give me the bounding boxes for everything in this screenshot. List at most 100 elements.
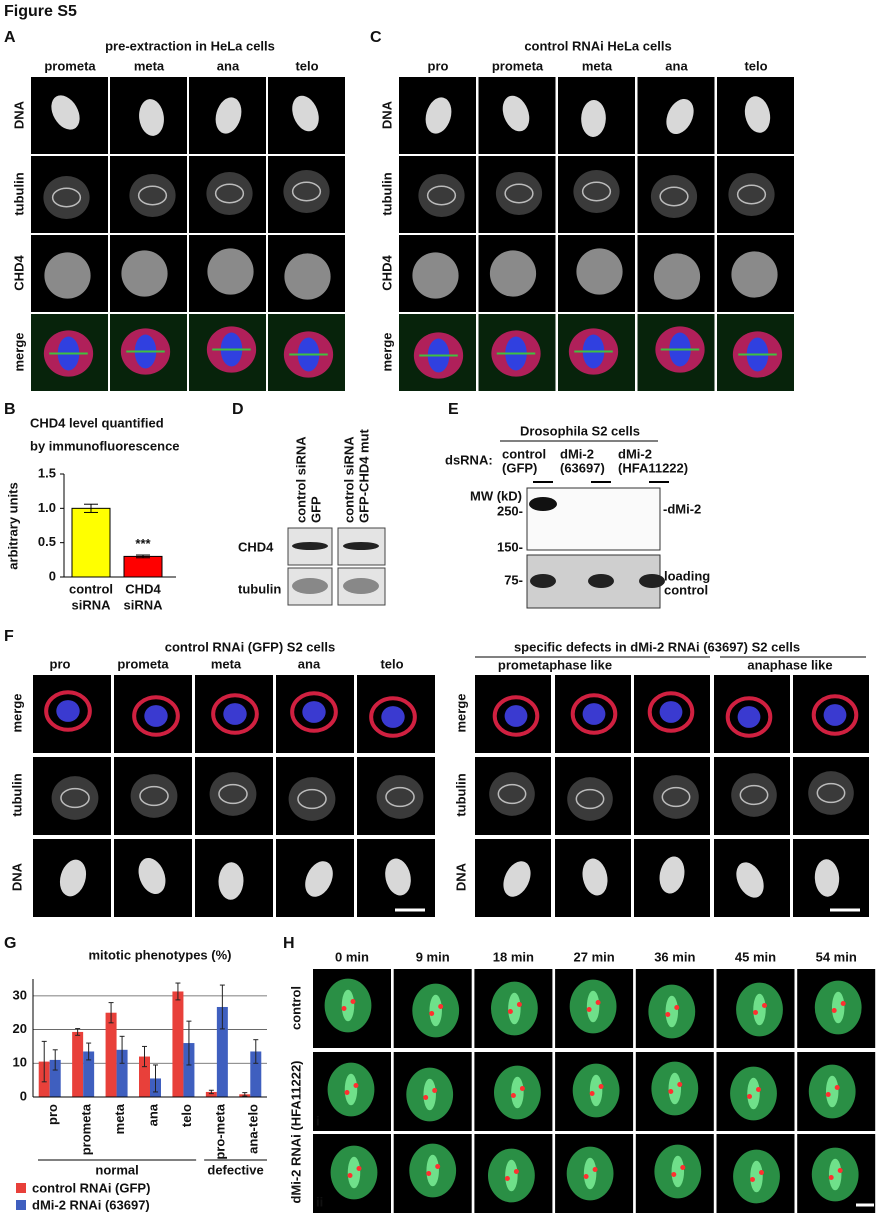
bar [71,507,111,578]
blot-band [343,542,379,550]
cell-signal [211,693,259,735]
row-label: merge [453,693,468,732]
cell-signal [137,185,168,206]
cell-signal [423,1095,429,1100]
blot-band [529,497,557,511]
legend-swatch [16,1200,26,1210]
panel-title: control RNAi (GFP) S2 cells [165,639,335,654]
cell-signal [426,1171,432,1176]
blot-band [588,574,614,588]
cell-signal [130,774,178,818]
x-tick-label: control [69,581,113,596]
cell-signal [811,694,859,736]
cell-signal [731,773,777,817]
cell-signal [138,857,166,895]
cell-signal [650,174,698,219]
cell-signal [647,691,695,733]
x-tick-label: siRNA [71,597,111,612]
cell-signal [290,691,338,733]
band-label: -dMi-2 [663,501,701,516]
row-label: DNA [11,100,26,129]
cell-signal [513,1169,519,1174]
cell-signal [492,695,540,737]
cell-signal [739,784,769,806]
x-tick-label: pro [45,1104,60,1125]
cell-signal [132,695,180,737]
cell-signal [51,95,80,130]
marker-label: 250- [497,503,523,518]
column-label: 45 min [735,949,776,964]
cell-signal [582,703,606,725]
cell-signal [426,1154,439,1187]
bar [116,1049,128,1097]
cell-signal [426,185,457,206]
column-label: pro [50,656,71,671]
cell-signal [595,1000,601,1005]
cell-signal [582,858,608,896]
cell-signal [218,862,244,900]
cell-signal [223,703,247,725]
panel-letter: H [283,935,295,952]
cell-signal [510,1093,516,1098]
blot-band [292,578,328,594]
row-label: merge [379,332,394,371]
column-label: prometa [44,58,96,73]
dsrna-label: dsRNA: [445,452,493,467]
cell-signal [671,1172,677,1177]
panel-title: control RNAi HeLa cells [524,38,671,53]
cell-signal [292,95,319,132]
row-label: control [288,986,303,1030]
cell-signal [429,1011,435,1016]
figure-title: Figure S5 [4,3,77,20]
row-label: tubulin [453,773,468,816]
y-tick-label: 0.5 [38,534,56,549]
x-tick-label: meta [112,1103,127,1134]
lane-label: GFP-CHD4 mut [356,428,371,523]
blot-band [530,574,556,588]
panel-letter: E [448,401,459,418]
cell-signal [503,861,531,897]
panel-title: Drosophila S2 cells [520,423,640,438]
cell-signal [341,989,355,1022]
column-label: 9 min [416,949,450,964]
cell-signal [576,248,623,295]
bar [83,1051,95,1097]
cell-signal [823,704,847,726]
row-label: dMi-2 RNAi (HFA11222) [288,1060,303,1203]
sub-row-label: i [316,1113,320,1128]
lane-label: control siRNA [341,436,356,523]
cell-signal [753,993,766,1026]
cell-signal [288,777,336,821]
x-tick-label: telo [179,1104,194,1127]
mw-label: MW (kD) [470,488,522,503]
cell-signal [665,1012,671,1017]
blot-band [639,574,665,588]
bar [105,1012,117,1097]
cell-signal [747,1094,752,1099]
x-tick-label: CHD4 [125,581,161,596]
cell-signal [207,248,254,295]
cell-signal [586,1007,592,1012]
bar [49,1059,61,1097]
cell-signal [381,706,405,728]
cell-signal [747,1077,760,1110]
row-label: DNA [9,862,24,891]
panel-letter: G [4,935,16,952]
cell-signal [583,1174,589,1179]
cell-signal [668,1089,674,1094]
column-label: prometa [492,58,544,73]
cell-signal [668,1072,682,1105]
cell-signal [51,776,99,820]
cell-signal [369,696,417,738]
column-label: ana [665,58,688,73]
cell-signal [825,1092,831,1097]
cell-signal [497,783,527,805]
sub-row-label: ii [316,1194,323,1209]
x-tick-label: prometa [79,1103,94,1155]
cell-signal [575,788,605,810]
y-tick-label: 10 [13,1055,27,1070]
y-tick-label: 0 [20,1088,27,1103]
cell-signal [209,772,257,816]
cell-signal [305,861,333,897]
